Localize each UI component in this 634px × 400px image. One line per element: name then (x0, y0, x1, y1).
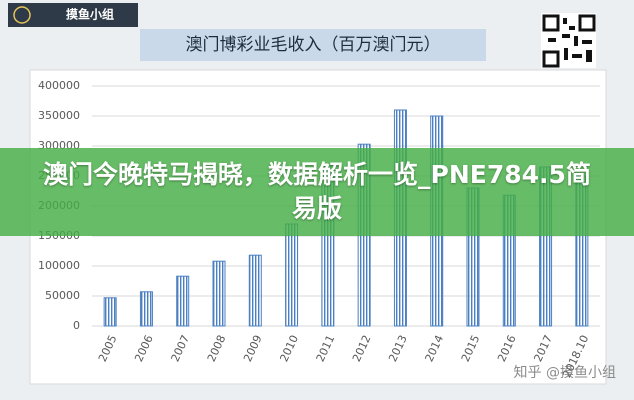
bar (103, 297, 117, 327)
y-tick-label: 50000 (45, 289, 80, 302)
y-tick-label: 100000 (38, 259, 80, 272)
bar (212, 260, 226, 327)
bar (285, 223, 299, 327)
logo-text: 摸鱼小组 (66, 7, 114, 22)
bar (139, 291, 153, 327)
y-tick-label: 400000 (38, 79, 80, 92)
chart-title: 澳门博彩业毛收入（百万澳门元） (186, 35, 441, 55)
qr-code (541, 13, 596, 68)
bar (248, 254, 262, 327)
title-box (140, 29, 486, 61)
banner: 澳门今晚特马揭晓，数据解析一览_PNE784.5简易版 (0, 148, 634, 236)
y-tick-label: 350000 (38, 109, 80, 122)
y-tick-label: 0 (73, 319, 80, 332)
logo-icon (13, 6, 31, 24)
bar (176, 275, 190, 327)
watermark: 知乎 @摸鱼小组 (513, 365, 616, 381)
headline: 澳门今晚特马揭晓，数据解析一览_PNE784.5简易版 (43, 160, 591, 223)
